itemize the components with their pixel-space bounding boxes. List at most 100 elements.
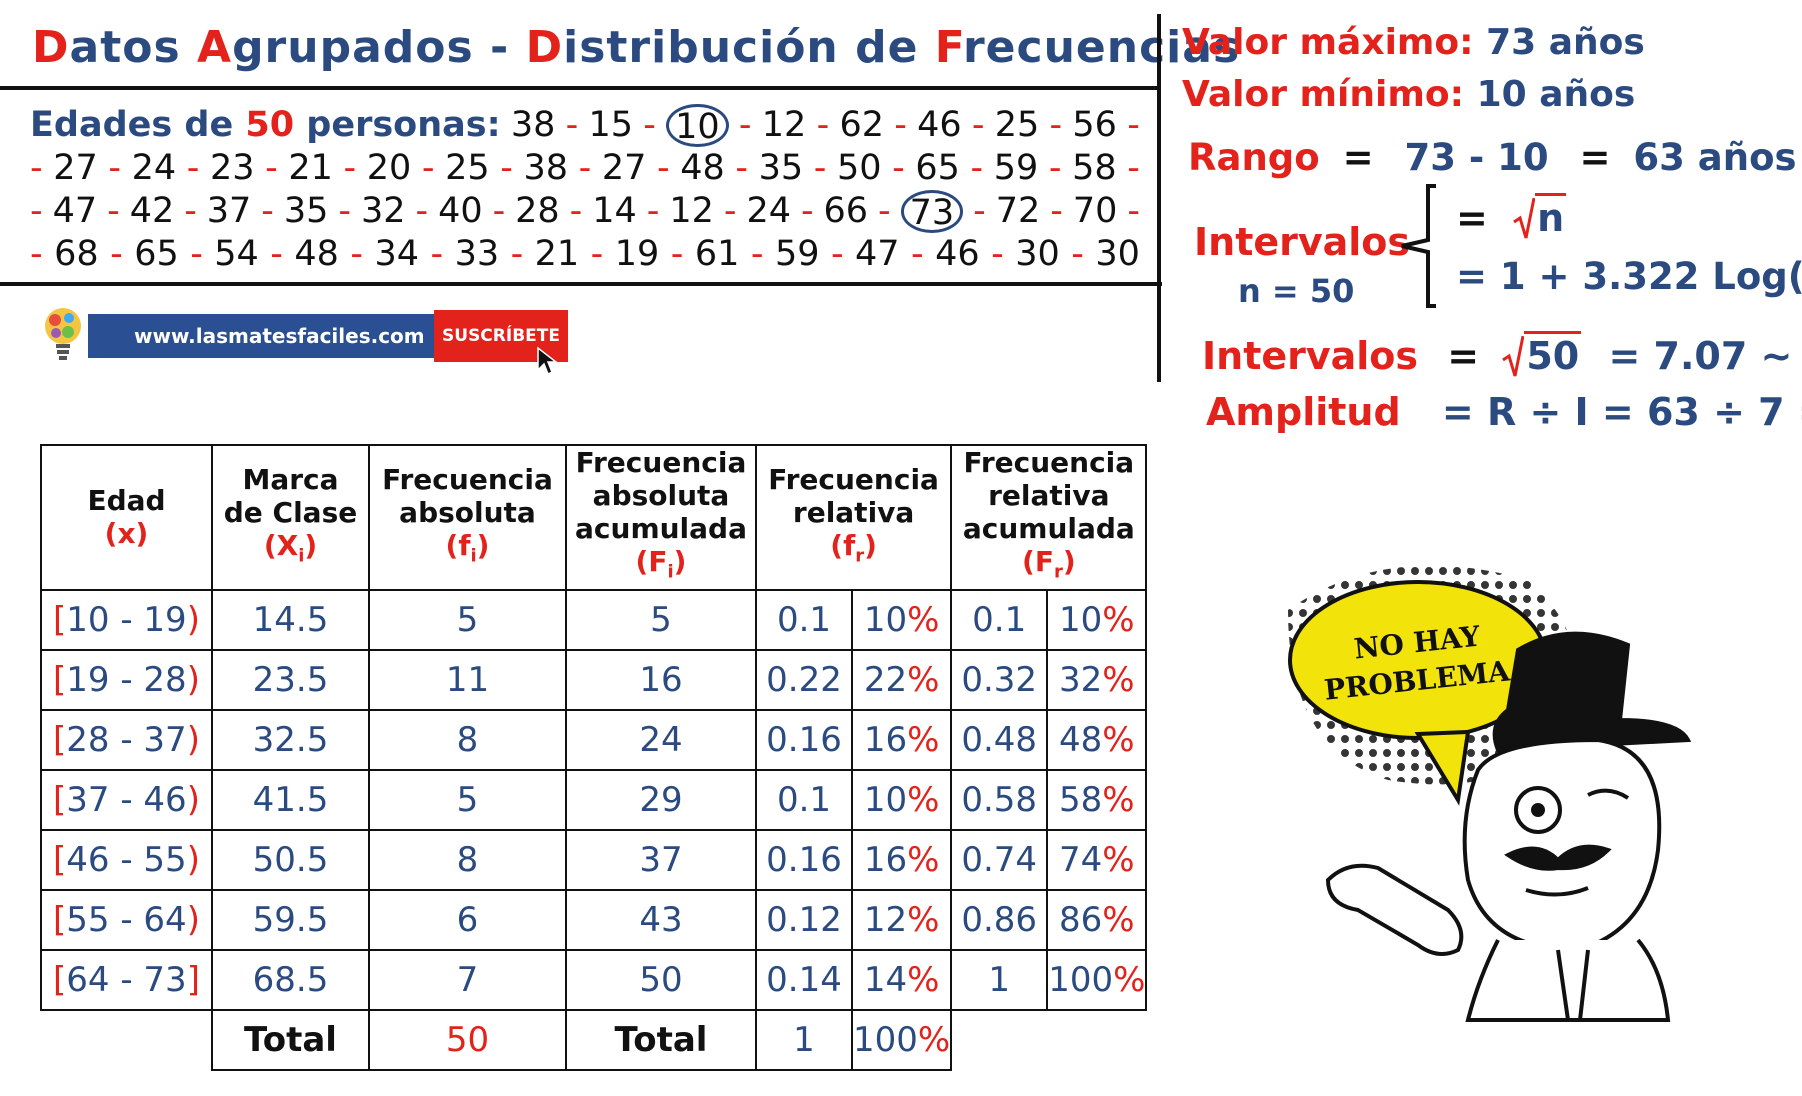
- cell-Fi: 16: [565, 648, 757, 711]
- header-edad-symbol: (x): [104, 517, 149, 551]
- header-Fr: Frecuencia relativa acumulada (Fr): [950, 444, 1148, 591]
- range: 46 - 55: [66, 839, 187, 880]
- cell-Fi: 43: [565, 888, 757, 951]
- bracket-close: ): [186, 839, 200, 880]
- pct-sign: %: [907, 899, 940, 940]
- age-value: 38: [510, 105, 556, 145]
- ages-separator: -: [1048, 148, 1062, 188]
- pct-sign: %: [907, 779, 940, 820]
- range: 37 - 46: [66, 779, 187, 820]
- cell-Fr-pct: 74%: [1046, 828, 1148, 891]
- pct-sign: %: [907, 599, 940, 640]
- header-edad-label: Edad: [87, 484, 166, 518]
- int-calc-result: = 7.07 ~ 7: [1608, 334, 1802, 378]
- age-value: 34: [374, 234, 420, 274]
- cell-fr: 0.1: [755, 588, 853, 651]
- cursor-icon: [537, 346, 558, 376]
- header-Fi-l3: acumulada: [575, 512, 747, 545]
- age-value: 12: [761, 105, 807, 145]
- cell-edad: [64 - 73]: [40, 948, 213, 1011]
- ages-separator: -: [430, 234, 444, 274]
- pct-value: 16: [863, 719, 908, 760]
- header-fi-l2: absoluta: [399, 495, 536, 529]
- ages-separator: -: [813, 148, 827, 188]
- frequency-table: Edad (x) Marca de Clase (Xi) Frecuencia …: [40, 444, 1148, 1071]
- cell-edad: [46 - 55): [40, 828, 213, 891]
- ages-separator: -: [350, 234, 364, 274]
- cell-edad: [10 - 19): [40, 588, 213, 651]
- range: 10 - 19: [66, 599, 187, 640]
- cell-edad: [19 - 28): [40, 648, 213, 711]
- total-fr: 1: [755, 1008, 853, 1071]
- header-Fr-l2: relativa: [988, 479, 1110, 512]
- pct-value: 16: [863, 839, 908, 880]
- ages-separator: -: [510, 234, 524, 274]
- ages-separator: -: [970, 148, 984, 188]
- ages-separator: -: [569, 191, 583, 231]
- range-label: Rango: [1188, 136, 1320, 179]
- gentleman-face: [1325, 631, 1692, 1022]
- cell-empty: [951, 1010, 1047, 1070]
- cell-fr: 0.16: [755, 708, 853, 771]
- age-value: 27: [53, 148, 98, 188]
- age-value: 40: [438, 191, 483, 231]
- max-number: 73 años: [1486, 22, 1645, 63]
- cell-marca: 32.5: [211, 708, 370, 771]
- cell-fr-pct: 10%: [850, 768, 953, 831]
- title-part: F: [934, 22, 963, 73]
- age-value: 33: [454, 234, 500, 274]
- subscribe-banner[interactable]: www.lasmatesfaciles.com SUSCRÍBETE: [38, 308, 568, 376]
- formula-sturges: = 1 + 3.322 Log(n): [1456, 255, 1802, 298]
- ages-separator: -: [590, 234, 604, 274]
- header-fr-l1: Frecuencia: [768, 462, 939, 496]
- pct-value: 10: [863, 599, 908, 640]
- max-label: Valor máximo:: [1182, 22, 1474, 63]
- site-url-link[interactable]: www.lasmatesfaciles.com: [88, 314, 438, 358]
- amp-label: Amplitud: [1206, 390, 1401, 434]
- cell-fr: 0.12: [755, 888, 853, 951]
- max-value: Valor máximo: 73 años: [1182, 22, 1645, 63]
- pct-value: 58: [1059, 779, 1103, 820]
- cell-fr-pct: 16%: [850, 708, 953, 771]
- age-value: 20: [366, 148, 412, 188]
- ages-separator: -: [991, 234, 1004, 274]
- ages-separator: -: [500, 148, 513, 188]
- ages-separator: -: [911, 234, 924, 274]
- ages-separator: -: [830, 234, 844, 274]
- cell-Fr-pct: 100%: [1046, 948, 1148, 1011]
- ages-separator: -: [270, 234, 283, 274]
- table-row: [46 - 55) 50.5 8 37 0.16 16% 0.74 74%: [40, 828, 1148, 891]
- formula-sqrt-n: = n: [1456, 193, 1567, 240]
- age-value: 66: [823, 191, 869, 231]
- ages-separator: -: [800, 191, 814, 231]
- range-equals: =: [1342, 136, 1374, 179]
- age-value: 10: [666, 104, 729, 147]
- cell-edad: [55 - 64): [40, 888, 213, 951]
- cell-fi: 11: [368, 648, 567, 711]
- bracket-open: [: [53, 599, 67, 640]
- bracket-open: [: [53, 719, 67, 760]
- cell-Fr: 1: [950, 948, 1049, 1011]
- ages-separator: -: [343, 148, 357, 188]
- cell-fi: 8: [368, 708, 567, 771]
- age-value: 56: [1072, 105, 1117, 145]
- bracket-open: [: [53, 839, 67, 880]
- cell-fr-pct: 14%: [850, 948, 953, 1011]
- age-value: 61: [694, 234, 740, 274]
- sqrt-symbol: [1513, 197, 1536, 239]
- age-value: 21: [534, 234, 580, 274]
- pct-value: 10: [863, 779, 908, 820]
- title-part: recuencias: [962, 22, 1241, 73]
- range-result: 63 años: [1633, 136, 1797, 179]
- header-fr: Frecuencia relativa (fr): [754, 444, 953, 591]
- header-marca-l2: de Clase: [223, 495, 358, 529]
- cell-fi: 8: [368, 828, 567, 891]
- ages-separator: -: [1071, 234, 1084, 274]
- meme-illustration: NO HAY PROBLEMA: [1288, 565, 1692, 1022]
- age-value: 73: [900, 190, 964, 233]
- total-fi: 50: [368, 1008, 567, 1071]
- age-value: 25: [994, 105, 1040, 145]
- cell-marca: 41.5: [211, 768, 370, 831]
- ages-separator: -: [738, 105, 752, 145]
- total-fr-pct: 100%: [850, 1008, 953, 1071]
